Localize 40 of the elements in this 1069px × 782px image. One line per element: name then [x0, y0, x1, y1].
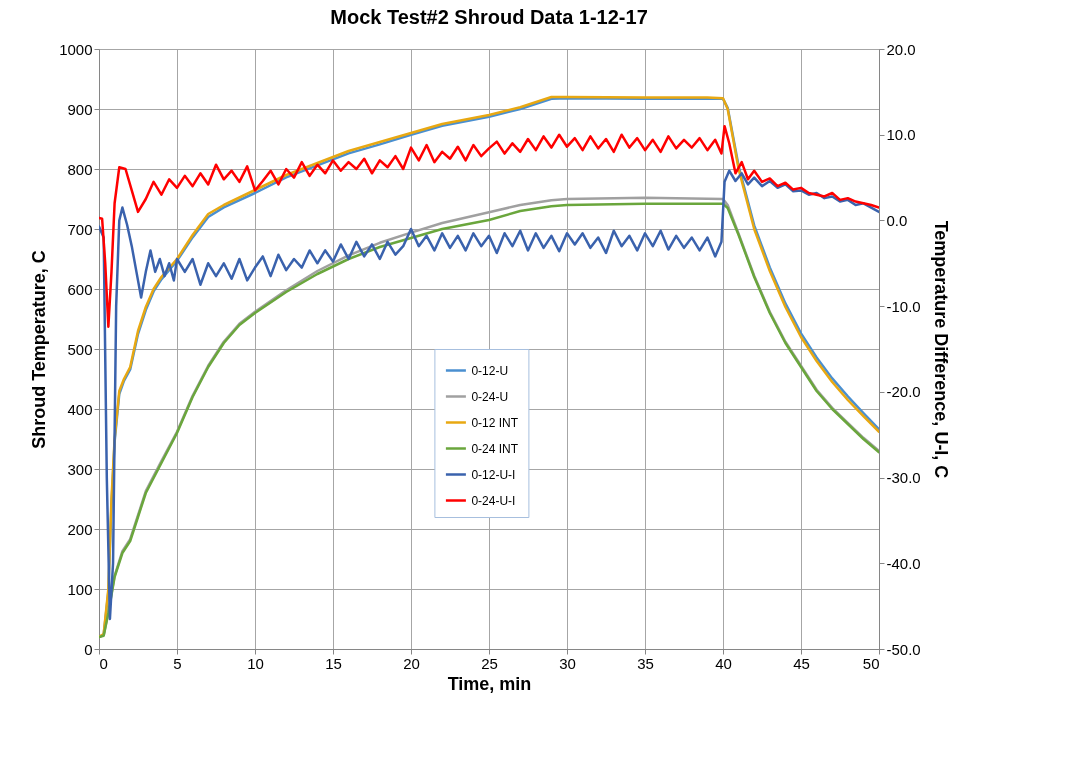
x-tick-label: 5: [173, 654, 182, 672]
x-tick-label: 40: [715, 654, 732, 672]
y-axis-title: Shroud Temperature, C: [29, 250, 50, 449]
y2-tick-label: -30.0: [886, 469, 921, 487]
y-tick-label: 500: [67, 340, 93, 358]
legend-label: 0-12-U: [471, 363, 509, 378]
y2-tick-label: -50.0: [886, 640, 921, 658]
y-tick-label: 800: [67, 160, 93, 178]
legend-label: 0-24-U: [471, 389, 509, 404]
y-tick-label: 900: [67, 100, 93, 118]
y-tick-label: 0: [84, 640, 93, 658]
x-tick-label: 25: [481, 654, 498, 672]
y-tick-label: 600: [67, 280, 93, 298]
x-tick-label: 0: [99, 654, 108, 672]
y-tick-label: 300: [67, 460, 93, 478]
legend-label: 0-12 INT: [471, 415, 519, 430]
legend-label: 0-24 INT: [471, 441, 519, 456]
y2-tick-label: -20.0: [886, 383, 921, 401]
x-tick-label: 35: [637, 654, 654, 672]
legend-label: 0-24-U-I: [471, 493, 516, 508]
y2-tick-label: -40.0: [886, 554, 921, 572]
chart-title: Mock Test#2 Shroud Data 1-12-17: [330, 6, 648, 28]
y2-tick-label: 20.0: [886, 40, 916, 58]
x-tick-label: 45: [793, 654, 810, 672]
y-tick-label: 700: [67, 220, 93, 238]
y2-tick-label: 10.0: [886, 126, 916, 144]
y-tick-label: 1000: [59, 40, 93, 58]
y2-tick-label: -10.0: [886, 297, 921, 315]
y-tick-label: 200: [67, 520, 93, 538]
y-tick-label: 100: [67, 580, 93, 598]
y2-axis-title: Temperature Difference, U-I, C: [930, 220, 951, 479]
legend-label: 0-12-U-I: [471, 467, 516, 482]
x-tick-label: 50: [862, 654, 880, 672]
y2-tick-label: 0.0: [886, 211, 908, 229]
x-tick-label: 30: [559, 654, 576, 672]
x-tick-label: 20: [403, 654, 420, 672]
x-axis-title: Time, min: [447, 673, 532, 694]
x-tick-label: 15: [325, 654, 342, 672]
x-tick-label: 10: [247, 654, 264, 672]
y-tick-label: 400: [67, 400, 93, 418]
